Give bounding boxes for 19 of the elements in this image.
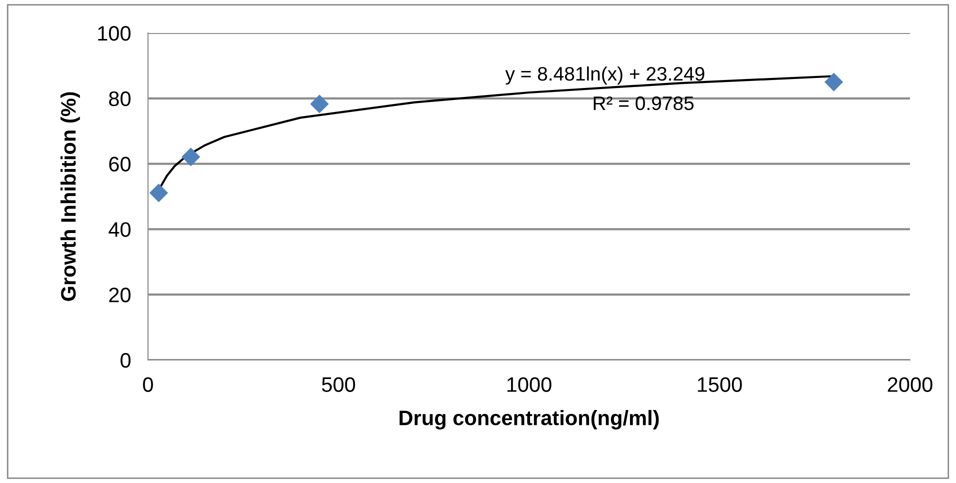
x-tick-label: 500	[322, 377, 356, 392]
y-tick-label: 0	[120, 353, 131, 368]
y-tick-label: 60	[109, 156, 131, 172]
y-axis-title: Growth Inhibition (%)	[60, 92, 80, 301]
point	[182, 148, 200, 166]
annotation: R² = 0.9785	[594, 96, 694, 110]
point	[310, 94, 329, 114]
x-tick-label: 1000	[507, 377, 552, 392]
x-tick-label: 1500	[698, 377, 742, 392]
y-tick-label: 40	[108, 222, 131, 237]
point	[149, 184, 168, 202]
point	[824, 72, 844, 92]
x-axis-title: Drug concentration(ng/ml)	[400, 410, 659, 430]
x-tick-label: 0	[143, 377, 153, 392]
y-tick-label: 20	[109, 288, 131, 302]
annotation: y = 8.481ln(x) + 23.249	[505, 66, 704, 85]
y-tick-label: 80	[109, 91, 131, 106]
x-tick-label: 2000	[888, 377, 932, 392]
y-tick-label: 100	[98, 26, 131, 41]
